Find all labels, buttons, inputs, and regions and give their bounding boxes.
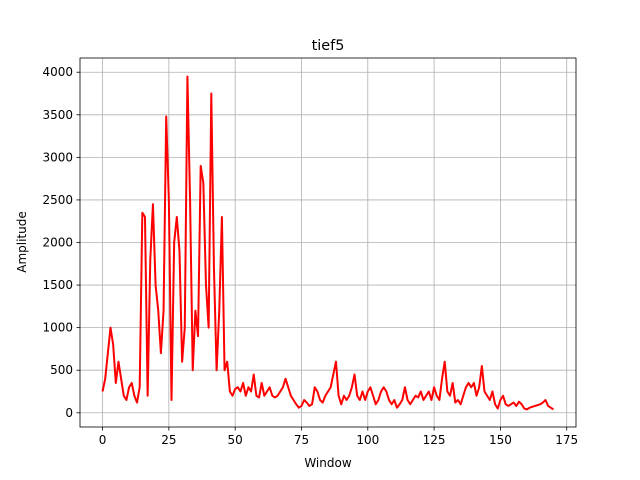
y-tick-label: 0 — [65, 406, 73, 420]
y-tick-label: 1500 — [42, 278, 73, 292]
x-tick-label: 0 — [99, 433, 107, 447]
y-tick-label: 2500 — [42, 193, 73, 207]
x-tick-label: 100 — [356, 433, 379, 447]
y-tick-label: 500 — [50, 363, 73, 377]
x-tick-label: 125 — [423, 433, 446, 447]
y-tick-label: 3500 — [42, 108, 73, 122]
y-axis-label: Amplitude — [15, 211, 29, 273]
y-tick-label: 3000 — [42, 150, 73, 164]
plot-frame — [79, 57, 577, 428]
x-tick-label: 25 — [161, 433, 176, 447]
data-line — [101, 75, 554, 411]
x-tick-label: 150 — [489, 433, 512, 447]
y-tick-label: 4000 — [42, 65, 73, 79]
x-axis-label: Window — [304, 456, 352, 470]
y-tick-label: 2000 — [42, 236, 73, 250]
chart-title: tief5 — [312, 38, 345, 54]
x-tick-label: 50 — [228, 433, 243, 447]
x-tick-label: 175 — [555, 433, 578, 447]
y-tick-label: 1000 — [42, 321, 73, 335]
x-tick-label: 75 — [294, 433, 309, 447]
